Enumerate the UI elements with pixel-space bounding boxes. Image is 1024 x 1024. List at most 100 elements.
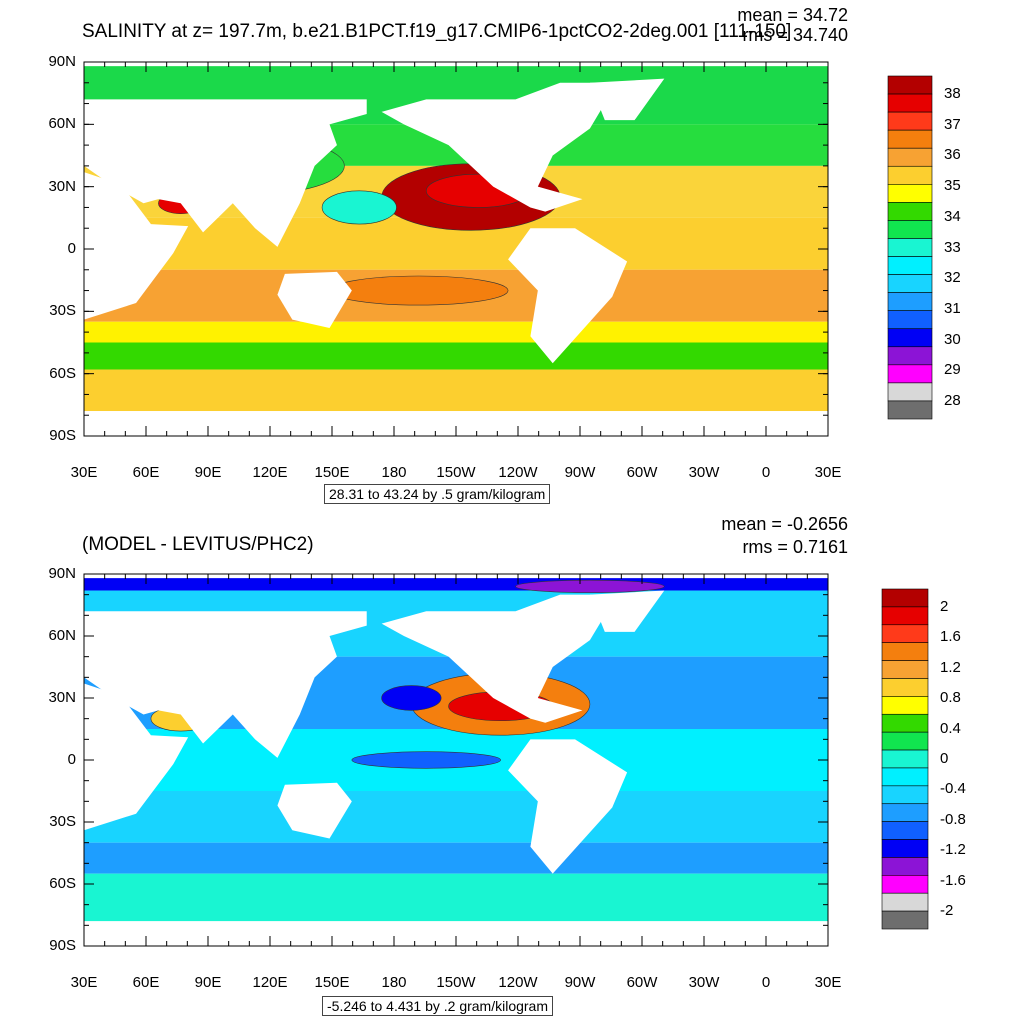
panel2-ocean-band <box>84 873 828 922</box>
panel2-xlabel: 150E <box>314 974 350 991</box>
panel1-colorbar-box <box>887 238 933 257</box>
panel2-ylabel: 30S <box>49 813 76 830</box>
panel2-land-australia <box>277 782 352 839</box>
panel1-range-label: 28.31 to 43.24 by .5 gram/kilogram <box>324 484 551 504</box>
panel1-colorbar-box <box>887 382 933 402</box>
panel2-xlabel: 120E <box>252 974 288 991</box>
panel2-colorbar-box <box>881 660 929 679</box>
panel2-colorbar-label: 0.4 <box>940 719 961 737</box>
panel2-land-eurasia <box>84 611 367 758</box>
panel2-colorbar-box <box>881 803 929 822</box>
panel2-ylabel: 90S <box>49 937 76 954</box>
panel1-xlabel: 30W <box>688 464 720 481</box>
panel2-ylabel: 60S <box>49 875 76 892</box>
panel2-colorbar-box <box>881 749 929 769</box>
panel1-colorbar-box <box>887 364 933 384</box>
panel1-colorbar-label: 35 <box>944 177 961 195</box>
panel1-xlabel: 90E <box>194 464 222 481</box>
panel1-ylabel: 90N <box>48 53 76 70</box>
panel2-range-label: -5.246 to 4.431 by .2 gram/kilogram <box>322 996 554 1016</box>
panel2-colorbar-label: -2 <box>940 902 954 920</box>
panel2-colorbar-box <box>881 713 929 733</box>
panel2-colorbar-box <box>881 678 929 697</box>
panel2-land-namerica <box>381 594 605 723</box>
panel2-colorbar-box <box>881 588 929 608</box>
panel2-xlabel: 30E <box>70 974 98 991</box>
panel2-xlabel: 90W <box>564 974 596 991</box>
panel2-colorbar-label: 1.2 <box>940 658 961 676</box>
panel2-contour-region <box>381 685 442 711</box>
panel2-land-samerica <box>508 739 628 874</box>
panel1-ylabel: 60S <box>49 364 76 382</box>
panel2-colorbar-label: 1.6 <box>940 628 961 646</box>
panel1-colorbar-box <box>887 256 933 275</box>
panel1-ylabel: 60N <box>48 115 76 133</box>
panel1-ocean-band <box>84 321 828 343</box>
panel2-colorbar-box <box>881 696 929 715</box>
panel1-contour-region <box>329 275 509 306</box>
panel1-xlabel: 0 <box>761 464 771 481</box>
panel2-xlabel: 30W <box>688 974 720 991</box>
panel1-xlabel: 90W <box>564 464 596 481</box>
panel1-xlabel: 180 <box>381 464 407 481</box>
panel1-ylabel: 30N <box>48 177 76 195</box>
panel2-map <box>83 573 929 947</box>
panel1-xlabel: 30E <box>70 464 98 481</box>
panel1-title: SALINITY at z= 197.7m, b.e21.B1PCT.f19_g… <box>82 21 792 42</box>
panel2-colorbar-label: 2 <box>940 597 949 615</box>
panel2-colorbar-label: -0.4 <box>940 780 966 798</box>
panel2-xlabel: 180 <box>381 974 407 991</box>
panel1-ylabel: 30S <box>49 302 76 320</box>
panel1-ylabel: 0 <box>67 240 76 257</box>
panel1-xlabel: 60E <box>132 464 160 481</box>
panel2-ylabel: 30N <box>48 689 76 706</box>
panel1-colorbar-box <box>887 274 933 293</box>
panel1-colorbar-box <box>887 292 933 311</box>
panel2-ylabel: 60N <box>48 627 76 644</box>
panel1-xlabel: 150E <box>314 464 350 481</box>
panel1-colorbar-label: 32 <box>944 269 961 287</box>
panel2-xlabel: 60W <box>626 974 658 991</box>
panel1-xlabel: 60W <box>626 464 658 481</box>
panel2-colorbar-box <box>881 606 929 626</box>
panel1-colorbar-box <box>887 328 933 348</box>
panel1-land-namerica <box>381 82 605 212</box>
panel2-colorbar-box <box>881 642 929 661</box>
panel1-colorbar-label: 33 <box>944 238 961 256</box>
panel1-colorbar-label: 28 <box>944 391 961 409</box>
panel2-colorbar-box <box>881 857 929 876</box>
panel1-colorbar-label: 30 <box>944 330 961 348</box>
panel1-colorbar-label: 36 <box>944 146 961 164</box>
panel1-colorbar-label: 37 <box>944 115 961 133</box>
panel1-land-australia <box>277 271 352 328</box>
panel1-ylabel: 90S <box>49 427 76 444</box>
panel1-land-eurasia <box>84 99 367 247</box>
panel2-ocean-band <box>84 791 828 843</box>
panel1-xlabel: 150W <box>436 464 476 481</box>
panel1-ocean-band <box>84 342 828 370</box>
panel1-land-samerica <box>508 228 628 364</box>
panel1-land-greenland <box>589 78 665 121</box>
panel1-colorbar-box <box>887 202 933 221</box>
panel2-colorbar-box <box>881 624 929 643</box>
panel1-colorbar-label: 29 <box>944 361 961 379</box>
panel1-rms: rms = 34.740 <box>742 25 848 45</box>
panel1-contour-region <box>321 190 397 225</box>
panel2-title: (MODEL - LEVITUS/PHC2) <box>82 534 314 555</box>
panel1-colorbar-box <box>887 346 933 366</box>
panel2-colorbar-label: 0.8 <box>940 689 961 707</box>
panel1-xlabel: 120W <box>498 464 538 481</box>
panel1-colorbar-box <box>887 165 933 185</box>
panel2-land-africa <box>84 683 189 831</box>
panel1-colorbar-box <box>887 184 933 203</box>
panel2-xlabel: 90E <box>194 974 222 991</box>
panel2-ylabel: 0 <box>67 751 76 768</box>
panel1-colorbar-label: 31 <box>944 299 961 317</box>
panel2-colorbar-box <box>881 821 929 840</box>
panel2-colorbar-box <box>881 892 929 912</box>
panel2-colorbar-label: -1.6 <box>940 871 966 889</box>
panel2-colorbar-label: 0 <box>940 750 949 767</box>
panel2-colorbar-box <box>881 839 929 858</box>
panel2-mean: mean = -0.2656 <box>721 514 848 534</box>
